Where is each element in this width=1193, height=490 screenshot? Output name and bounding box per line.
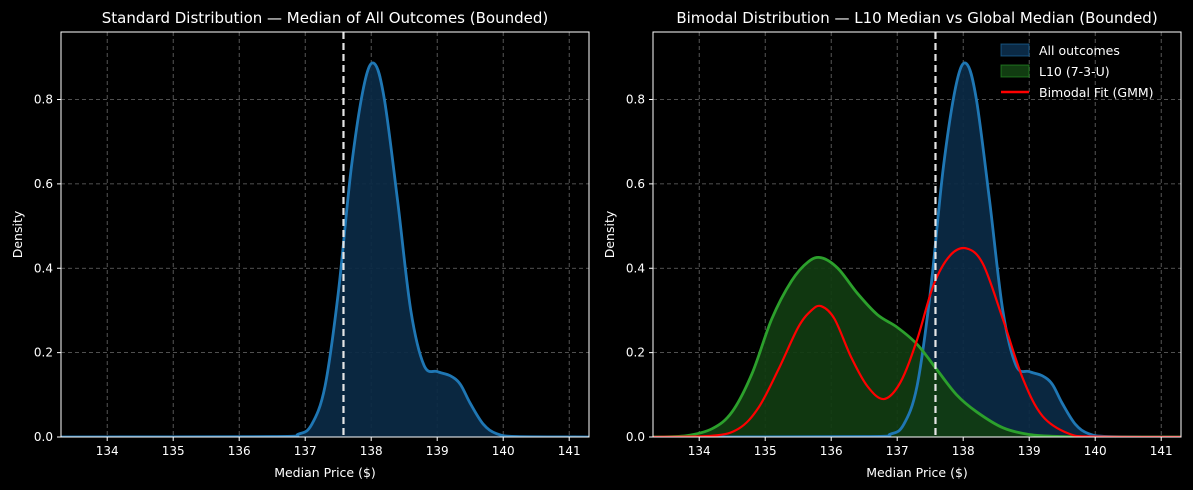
plot-series	[61, 61, 589, 437]
panel-bimodal-distribution: 134 135 136 137 138 139 140 141 0.0 0.2 0.4 0.6 0.8 M…	[602, 9, 1182, 480]
x-tick-label: 134	[96, 444, 119, 458]
chart-title: Standard Distribution — Median of All Ou…	[102, 9, 548, 27]
plot-area	[61, 32, 589, 437]
x-tick-label: 136	[228, 444, 251, 458]
y-tick-label: 0.0	[626, 430, 645, 444]
legend-label-1: L10 (7-3-U)	[1039, 64, 1110, 79]
x-tick-label: 141	[1150, 444, 1173, 458]
y-tick-label: 0.8	[34, 93, 53, 107]
x-tick-label: 140	[492, 444, 515, 458]
y-tick-label: 0.0	[34, 430, 53, 444]
legend-label-2: Bimodal Fit (GMM)	[1039, 85, 1154, 100]
x-tick-label: 135	[754, 444, 777, 458]
x-tick-label: 139	[1018, 444, 1041, 458]
plot-series	[653, 61, 1181, 437]
x-axis-label: Median Price ($)	[274, 465, 376, 480]
x-tick-label: 137	[294, 444, 317, 458]
x-tick-label: 135	[162, 444, 185, 458]
series-line-bimodal-fit-gmm	[653, 246, 1181, 437]
x-tick-label: 139	[426, 444, 449, 458]
y-axis-label: Density	[10, 210, 25, 258]
x-axis-label: Median Price ($)	[866, 465, 968, 480]
y-axis-label: Density	[602, 210, 617, 258]
x-tick-label: 134	[688, 444, 711, 458]
y-tick-label: 0.4	[626, 261, 645, 275]
y-tick-label: 0.4	[34, 261, 53, 275]
series-line-l10-7-3-u	[653, 255, 1181, 437]
legend-swatch-1	[1000, 64, 1030, 78]
y-tick-label: 0.2	[34, 346, 53, 360]
y-tick-label: 0.2	[626, 346, 645, 360]
area-fill-l10-7-3-u	[653, 257, 1181, 437]
x-tick-label: 138	[360, 444, 383, 458]
axes-frame	[60, 31, 590, 438]
series-line-series	[61, 61, 589, 437]
y-tick-label: 0.6	[626, 177, 645, 191]
series-line-all-outcomes	[653, 61, 1181, 437]
y-tick-label: 0.8	[626, 93, 645, 107]
legend-label-0: All outcomes	[1039, 43, 1120, 58]
panel-standard-distribution: 134 135 136 137 138 139 140 141 0.0 0.2 0.4 0.6 0.8 M…	[10, 9, 590, 480]
chart-title: Bimodal Distribution — L10 Median vs Glo…	[676, 9, 1157, 27]
axes-frame	[652, 31, 1182, 438]
x-tick-label: 141	[558, 444, 581, 458]
x-tick-label: 138	[952, 444, 975, 458]
x-tick-label: 140	[1084, 444, 1107, 458]
x-tick-label: 136	[820, 444, 843, 458]
legend: All outcomes L10 (7-3-U) Bimodal Fit (GMM)	[1000, 43, 1154, 100]
x-tick-label: 137	[886, 444, 909, 458]
y-tick-label: 0.6	[34, 177, 53, 191]
legend-swatch-0	[1000, 43, 1030, 57]
